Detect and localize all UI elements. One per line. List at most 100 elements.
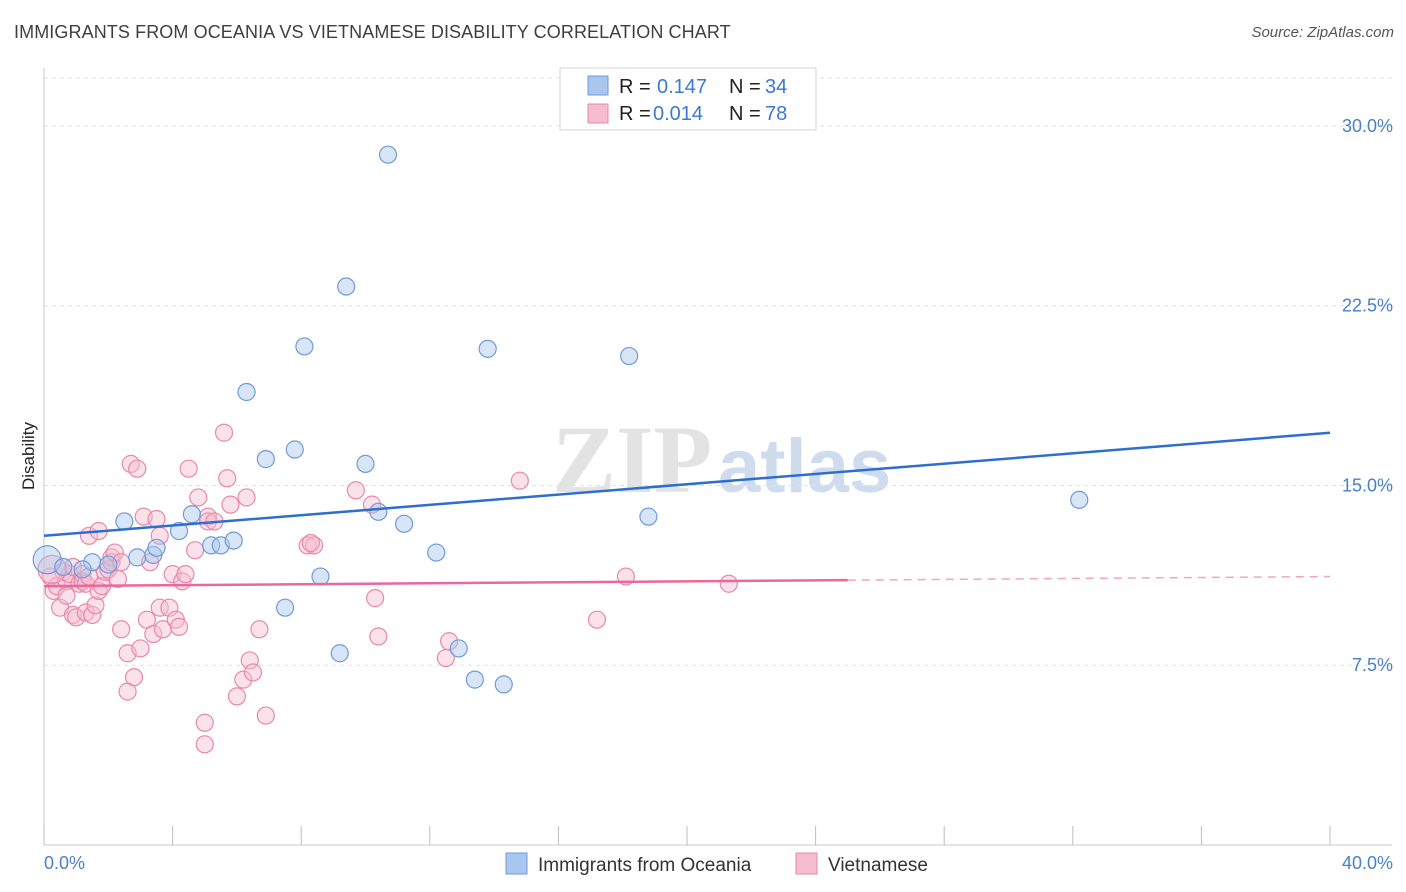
legend-swatch-pink	[587, 103, 609, 124]
vietnamese-point	[243, 663, 263, 682]
oceania-point	[330, 644, 349, 663]
vietnamese-point	[250, 620, 269, 639]
oceania-point	[465, 670, 484, 689]
oceania-point	[224, 531, 243, 550]
y-tick-label: 15.0%	[1342, 475, 1393, 495]
oceania-point	[128, 548, 147, 567]
legend-n-value: 78	[765, 103, 787, 125]
vietnamese-point	[304, 536, 324, 555]
oceania-point	[494, 675, 513, 694]
vietnamese-point	[147, 509, 166, 529]
oceania-point	[54, 557, 73, 577]
vietnamese-point	[186, 541, 205, 560]
vietnamese-point	[298, 536, 317, 555]
vietnamese-point	[719, 574, 738, 593]
bottom-legend-swatch-blue	[505, 852, 528, 875]
vietnamese-point	[366, 589, 385, 608]
chart-title: IMMIGRANTS FROM OCEANIA VS VIETNAMESE DI…	[14, 22, 731, 42]
source-credit: Source: ZipAtlas.com	[1251, 24, 1394, 41]
vietnamese-point	[195, 713, 214, 732]
legend-r-value: 0.147	[657, 76, 707, 98]
vietnamese-point	[131, 639, 150, 658]
watermark: ZIP atlas	[552, 406, 891, 513]
watermark-zip: ZIP	[552, 406, 712, 513]
vietnamese-point	[439, 632, 459, 651]
vietnamese-point	[227, 687, 246, 706]
watermark-atlas: atlas	[718, 424, 891, 509]
vietnamese-point	[169, 617, 189, 636]
vietnamese-point	[37, 554, 67, 584]
oceania-point	[182, 505, 201, 524]
y-tick-label: 22.5%	[1342, 296, 1393, 316]
oceania-point	[311, 567, 330, 586]
legend: R = 0.147 N = 34 R = 0.014 N = 78	[559, 67, 817, 131]
oceania-point	[427, 543, 446, 562]
x-tick-label: 0.0%	[44, 853, 85, 873]
oceania-point	[620, 346, 639, 366]
vietnamese-point	[150, 598, 169, 617]
vietnamese-trend-line-dashed	[847, 575, 1331, 581]
vietnamese-point	[86, 596, 105, 615]
legend-r-value: 0.014	[653, 103, 703, 125]
oceania-point	[1070, 490, 1089, 509]
vietnamese-point	[102, 553, 121, 572]
oceania-point	[73, 560, 92, 579]
oceania-point	[169, 521, 189, 541]
legend-r-label: R =	[619, 103, 651, 125]
y-axis-label: Disability	[19, 421, 38, 490]
y-tick-label: 30.0%	[1342, 116, 1393, 136]
oceania-point	[295, 337, 314, 356]
oceania-points	[32, 145, 1089, 694]
oceania-point	[356, 454, 375, 473]
oceania-point	[256, 450, 275, 469]
vietnamese-point	[234, 670, 253, 689]
oceania-point	[285, 440, 304, 459]
vietnamese-point	[57, 586, 76, 605]
bottom-legend-label-vietnamese: Vietnamese	[828, 855, 928, 876]
vietnamese-point	[587, 610, 607, 629]
oceania-point	[147, 538, 166, 557]
vietnamese-point	[195, 735, 214, 754]
oceania-point	[369, 502, 388, 521]
vietnamese-point	[124, 668, 144, 687]
vietnamese-point	[176, 565, 195, 584]
oceania-point	[639, 507, 658, 526]
oceania-point	[237, 382, 256, 402]
vietnamese-point	[221, 495, 240, 514]
bottom-legend-swatch-pink	[795, 852, 818, 875]
vietnamese-point	[112, 620, 131, 639]
bottom-legend: Immigrants from Oceania Vietnamese	[505, 852, 928, 876]
legend-n-label: N =	[729, 76, 761, 98]
vietnamese-point	[179, 459, 198, 478]
vietnamese-point	[144, 624, 163, 644]
trend-lines	[43, 431, 1331, 588]
vietnamese-point	[214, 423, 234, 442]
vietnamese-trend-line	[43, 578, 848, 588]
vietnamese-point	[70, 574, 89, 593]
bottom-legend-label-oceania: Immigrants from Oceania	[538, 855, 752, 876]
legend-swatch-blue	[587, 75, 609, 96]
oceania-point	[337, 277, 356, 296]
oceania-point	[478, 339, 497, 358]
oceania-trend-line	[43, 431, 1331, 538]
vietnamese-point	[237, 488, 256, 507]
vietnamese-point	[346, 481, 365, 500]
vietnamese-point	[369, 627, 388, 646]
oceania-point	[99, 555, 118, 574]
vietnamese-point	[301, 533, 320, 553]
vietnamese-point	[189, 488, 208, 507]
vietnamese-point	[218, 469, 237, 488]
vietnamese-point	[256, 706, 275, 725]
vietnamese-point	[83, 605, 102, 625]
vietnamese-point	[128, 459, 147, 478]
vietnamese-point	[510, 471, 529, 490]
oceania-point	[115, 512, 134, 531]
oceania-point	[202, 536, 221, 555]
legend-n-value: 34	[765, 76, 787, 98]
legend-r-label: R =	[619, 76, 651, 98]
oceania-point	[378, 145, 398, 164]
oceania-point	[449, 639, 468, 658]
oceania-point	[276, 598, 295, 617]
vietnamese-point	[240, 651, 259, 670]
